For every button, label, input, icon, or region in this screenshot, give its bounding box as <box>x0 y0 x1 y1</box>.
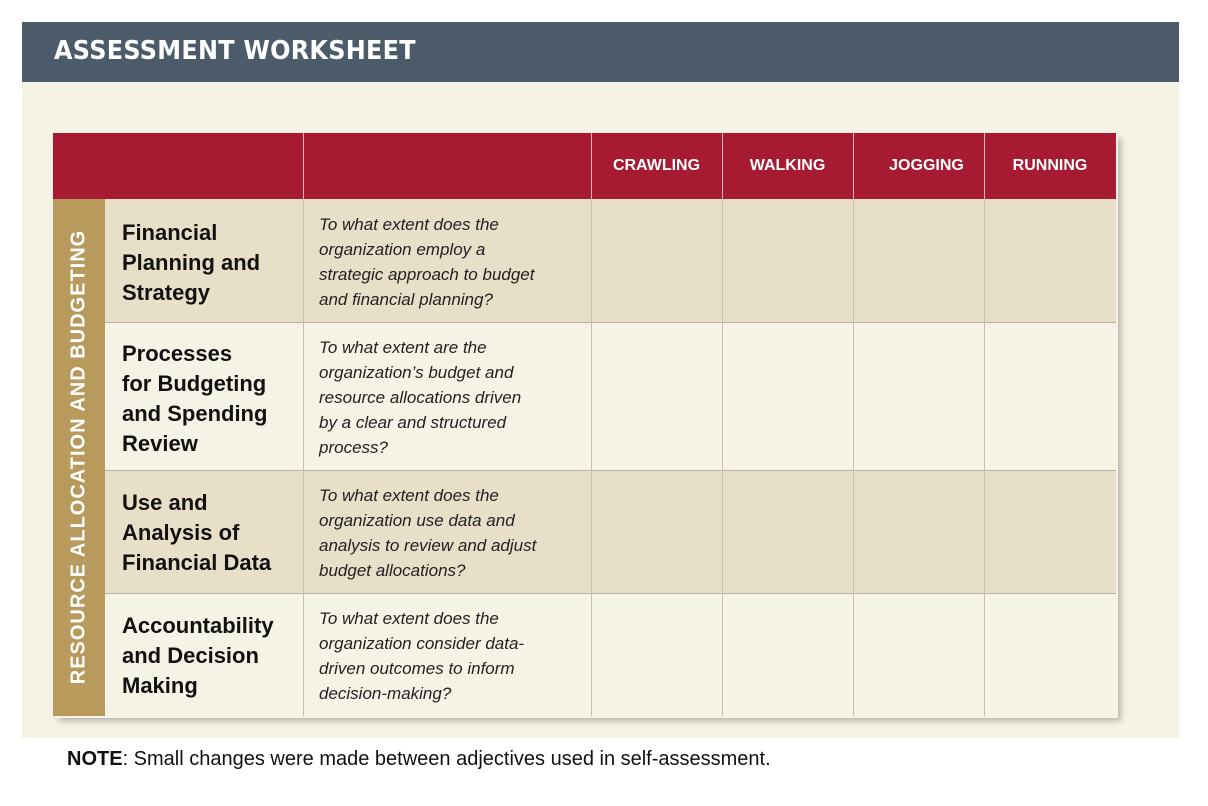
table-header-row: CRAWLING WALKING JOGGING RUNNING <box>53 133 1116 199</box>
row-question: To what extent does the organization use… <box>319 483 581 583</box>
table-row: Financial Planning and Strategy To what … <box>105 199 1116 322</box>
header-bar: ASSESSMENT WORKSHEET <box>22 22 1179 82</box>
column-divider <box>303 199 304 716</box>
question-line: process? <box>319 438 388 457</box>
row-divider <box>105 322 1116 323</box>
column-divider <box>853 133 854 199</box>
column-divider <box>984 199 985 716</box>
column-header-crawling: CRAWLING <box>612 157 701 174</box>
table-row: Processes for Budgeting and Spending Rev… <box>105 322 1116 470</box>
row-topic: Financial Planning and Strategy <box>122 218 260 308</box>
column-divider <box>722 133 723 199</box>
question-line: organization’s budget and <box>319 363 514 382</box>
column-divider <box>591 199 592 716</box>
row-question: To what extent does the organization con… <box>319 606 581 706</box>
question-line: and financial planning? <box>319 290 493 309</box>
topic-line: Financial <box>122 220 218 245</box>
topic-line: and Decision <box>122 643 259 668</box>
question-line: To what extent does the <box>319 609 499 628</box>
column-divider <box>722 199 723 716</box>
question-line: budget allocations? <box>319 561 466 580</box>
question-line: organization use data and <box>319 511 515 530</box>
question-line: To what extent does the <box>319 215 499 234</box>
column-header-running: RUNNING <box>1012 157 1088 174</box>
topic-line: Strategy <box>122 280 211 305</box>
topic-line: Planning and <box>122 250 261 275</box>
question-line: by a clear and structured <box>319 413 507 432</box>
table-row: Use and Analysis of Financial Data To wh… <box>105 470 1116 593</box>
note-label: NOTE <box>67 748 123 770</box>
worksheet-title: ASSESSMENT WORKSHEET <box>54 36 416 66</box>
question-line: decision-making? <box>319 684 452 703</box>
question-line: analysis to review and adjust <box>319 536 537 555</box>
topic-line: Making <box>122 673 198 698</box>
row-question: To what extent are the organization’s bu… <box>319 335 581 460</box>
topic-line: Use and <box>122 490 208 515</box>
note-text: : Small changes were made between adject… <box>122 748 771 770</box>
footnote: NOTE: Small changes were made between ad… <box>67 748 771 771</box>
row-divider <box>105 470 1116 471</box>
table-row: Accountability and Decision Making To wh… <box>105 593 1116 716</box>
topic-line: Review <box>122 431 198 456</box>
column-divider <box>303 133 304 199</box>
column-header-walking: WALKING <box>749 157 826 174</box>
question-line: driven outcomes to inform <box>319 659 515 678</box>
topic-line: Financial Data <box>122 550 272 575</box>
topic-line: Analysis of <box>122 520 240 545</box>
column-divider <box>984 133 985 199</box>
row-question: To what extent does the organization emp… <box>319 212 581 312</box>
question-line: To what extent are the <box>319 338 487 357</box>
column-divider <box>591 133 592 199</box>
row-divider <box>105 593 1116 594</box>
question-line: resource allocations driven <box>319 388 522 407</box>
assessment-table: CRAWLING WALKING JOGGING RUNNING Financi… <box>53 133 1116 716</box>
topic-line: for Budgeting <box>122 371 267 396</box>
topic-line: and Spending <box>122 401 268 426</box>
question-line: strategic approach to budget <box>319 265 535 284</box>
topic-line: Processes <box>122 341 233 366</box>
topic-line: Accountability <box>122 613 274 638</box>
question-line: organization employ a <box>319 240 486 259</box>
category-label: RESOURCE ALLOCATION AND BUDGETING <box>67 229 90 685</box>
question-line: organization consider data- <box>319 634 525 653</box>
question-line: To what extent does the <box>319 486 499 505</box>
column-divider <box>853 199 854 716</box>
row-topic: Accountability and Decision Making <box>122 611 274 701</box>
worksheet-panel: ASSESSMENT WORKSHEET CRAWLING WALKING JO… <box>22 22 1179 738</box>
category-band: RESOURCE ALLOCATION AND BUDGETING <box>53 199 105 716</box>
row-topic: Use and Analysis of Financial Data <box>122 488 271 578</box>
row-topic: Processes for Budgeting and Spending Rev… <box>122 339 267 459</box>
column-header-jogging: JOGGING <box>889 157 964 174</box>
